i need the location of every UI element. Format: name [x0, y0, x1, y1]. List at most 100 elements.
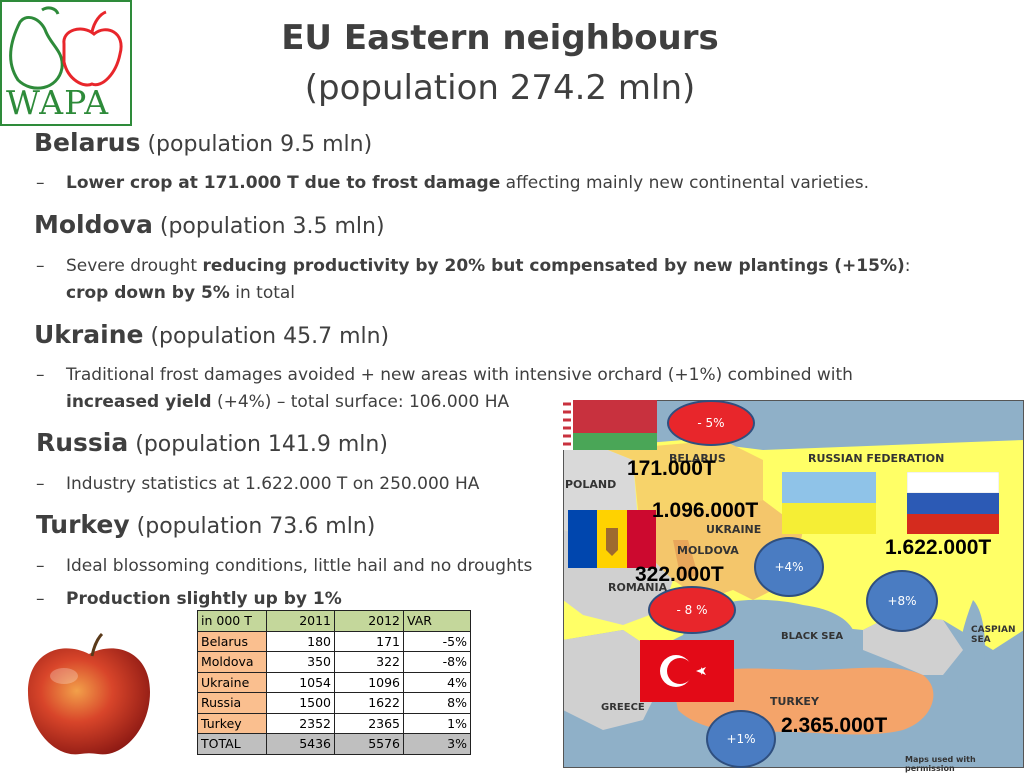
moldova-flag-icon: [568, 510, 656, 568]
production-turkey: 2.365.000T: [781, 714, 888, 737]
logo-text: WAPA: [6, 83, 110, 122]
table-cell: TOTAL: [197, 733, 267, 755]
map-label-black-sea: BLACK SEA: [781, 631, 844, 642]
country-heading-moldova: Moldova (population 3.5 mln): [34, 210, 385, 239]
bullet-text: Severe drought: [66, 256, 203, 276]
table-cell: 1622: [334, 692, 404, 714]
country-heading-ukraine: Ukraine (population 45.7 mln): [34, 320, 389, 349]
bullet-bold: crop down by 5%: [66, 283, 230, 303]
production-belarus: 171.000T: [627, 457, 716, 480]
table-cell: 4%: [403, 671, 471, 693]
table-cell: -5%: [403, 630, 471, 652]
turkey-flag-icon: [640, 640, 734, 702]
belarus-flag-icon: [561, 400, 657, 450]
country-name: Russia: [36, 428, 129, 457]
apple-icon: [28, 632, 150, 755]
title-line-2: (population 274.2 mln): [304, 68, 696, 108]
ukraine-flag-icon: [782, 472, 876, 534]
country-population: (population 9.5 mln): [147, 132, 373, 157]
country-name: Turkey: [36, 510, 130, 539]
table-row: Russia 1500 1622 8%: [197, 692, 471, 714]
table-cell: 322: [334, 651, 404, 673]
table-total-row: TOTAL 5436 5576 3%: [197, 733, 471, 755]
table-cell: 171: [334, 630, 404, 652]
table-header-cell: VAR: [403, 610, 471, 632]
change-badge-ukraine: +4%: [754, 537, 824, 597]
country-population: (population 141.9 mln): [135, 432, 388, 457]
table-cell: 5436: [266, 733, 335, 755]
change-badge-turkey: +1%: [706, 710, 776, 768]
bullet-text: Traditional frost damages avoided + new …: [66, 365, 853, 385]
table-cell: 350: [266, 651, 335, 673]
bullet-russia: – Industry statistics at 1.622.000 T on 2…: [36, 474, 480, 494]
country-population: (population 3.5 mln): [159, 214, 385, 239]
fruit-logo-icon: [9, 6, 123, 90]
production-russia: 1.622.000T: [885, 536, 992, 559]
table-cell: -8%: [403, 651, 471, 673]
wapa-logo: WAPA: [0, 0, 132, 126]
table-header-cell: 2012: [334, 610, 404, 632]
map-label-russia: RUSSIAN FEDERATION: [808, 452, 945, 465]
bullet-text: (+4%) – total surface: 106.000 HA: [211, 392, 510, 412]
bullet-bold: Production slightly up by 1%: [66, 589, 342, 609]
bullet-bold: reducing productivity by 20% but compens…: [202, 256, 905, 276]
table-cell: Russia: [197, 692, 267, 714]
table-cell: 2365: [334, 712, 404, 734]
change-badge-moldova: - 8 %: [648, 586, 736, 634]
bullet-text: Ideal blossoming conditions, little hail…: [66, 556, 533, 576]
production-table: in 000 T 2011 2012 VAR Belarus 180 171 -…: [197, 610, 471, 755]
table-cell: Turkey: [197, 712, 267, 734]
table-row: Belarus 180 171 -5%: [197, 630, 471, 652]
bullet-ukraine: – Traditional frost damages avoided + new…: [36, 365, 853, 412]
change-badge-russia: +8%: [866, 570, 938, 632]
table-row: Moldova 350 322 -8%: [197, 651, 471, 673]
country-name: Belarus: [34, 128, 141, 157]
table-header-cell: in 000 T: [197, 610, 267, 632]
bullet-text: affecting mainly new continental varieti…: [500, 173, 870, 193]
map-label-poland: POLAND: [565, 478, 617, 491]
map-label-turkey: TURKEY: [770, 695, 819, 708]
map-label-ukraine: UKRAINE: [706, 523, 762, 536]
map-label-belarus: BELARUS: [669, 452, 726, 465]
table-header-cell: 2011: [266, 610, 335, 632]
country-population: (population 45.7 mln): [150, 324, 390, 349]
bullet-belarus: – Lower crop at 171.000 T due to frost da…: [36, 173, 870, 193]
bullet-text: in total: [229, 283, 296, 303]
map-label-caspian-sea: CASPIAN SEA: [971, 625, 1016, 645]
russia-flag-icon: [907, 472, 999, 534]
map-label-romania: ROMANIA: [608, 581, 668, 594]
table-cell: 1096: [334, 671, 404, 693]
table-cell: Ukraine: [197, 671, 267, 693]
map-credit: Maps used with permission: [905, 755, 976, 773]
table-cell: Moldova: [197, 651, 267, 673]
country-heading-russia: Russia (population 141.9 mln): [36, 428, 388, 457]
production-ukraine: 1.096.000T: [652, 499, 759, 522]
table-row: Ukraine 1054 1096 4%: [197, 671, 471, 693]
bullet-text: Industry statistics at 1.622.000 T on 25…: [66, 474, 480, 494]
change-badge-belarus: - 5%: [667, 400, 755, 446]
country-heading-belarus: Belarus (population 9.5 mln): [34, 128, 372, 157]
title-line-1: EU Eastern neighbours: [281, 18, 719, 58]
bullet-turkey-2: – Production slightly up by 1%: [36, 589, 342, 609]
map-label-moldova: MOLDOVA: [677, 544, 739, 557]
table-header-row: in 000 T 2011 2012 VAR: [197, 610, 471, 632]
table-row: Turkey 2352 2365 1%: [197, 712, 471, 734]
table-cell: 1054: [266, 671, 335, 693]
table-cell: 2352: [266, 712, 335, 734]
region-map: RUSSIAN FEDERATION POLAND BELARUS UKRAIN…: [561, 400, 1024, 773]
bullet-bold: increased yield: [66, 392, 212, 412]
table-cell: 1500: [266, 692, 335, 714]
production-moldova: 322.000T: [635, 563, 724, 586]
table-cell: 5576: [334, 733, 404, 755]
bullet-text: :: [904, 256, 911, 276]
table-cell: Belarus: [197, 630, 267, 652]
bullet-bold: Lower crop at 171.000 T due to frost dam…: [66, 173, 501, 193]
country-population: (population 73.6 mln): [136, 514, 376, 539]
bullet-moldova: – Severe drought reducing productivity by…: [36, 256, 911, 303]
table-cell: 8%: [403, 692, 471, 714]
country-name: Ukraine: [34, 320, 144, 349]
slide-title: EU Eastern neighbours (population 274.2 …: [200, 14, 800, 114]
table-cell: 3%: [403, 733, 471, 755]
table-cell: 1%: [403, 712, 471, 734]
table-cell: 180: [266, 630, 335, 652]
